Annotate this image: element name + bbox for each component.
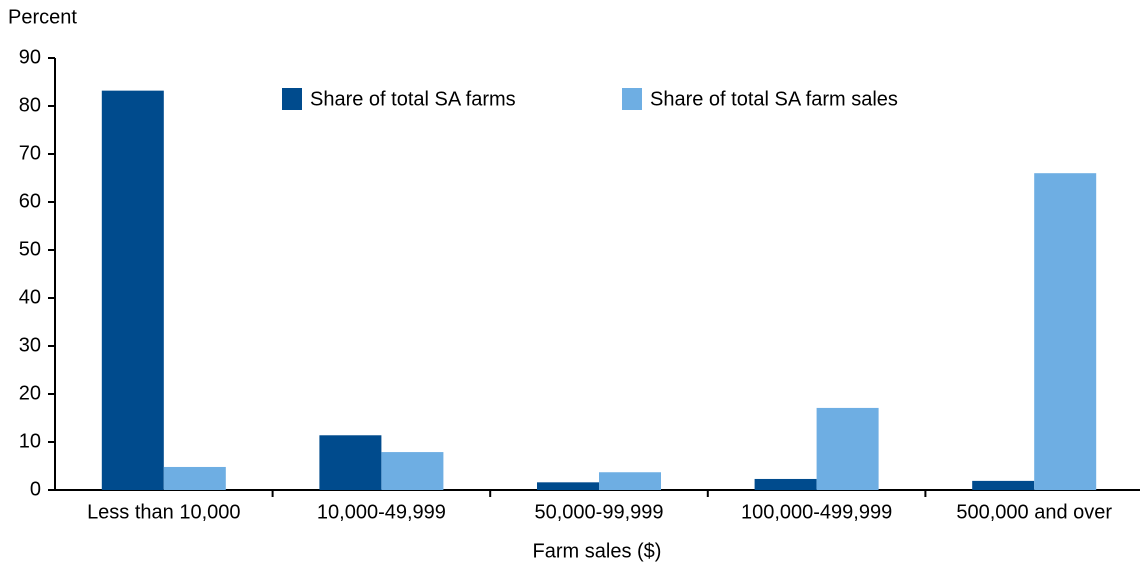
y-axis-label: Percent bbox=[8, 6, 77, 28]
x-axis-label: Farm sales ($) bbox=[533, 540, 662, 562]
bar bbox=[599, 472, 661, 490]
y-tick-label: 60 bbox=[19, 190, 41, 212]
x-tick-label: 500,000 and over bbox=[956, 501, 1112, 523]
y-tick-label: 40 bbox=[19, 286, 41, 308]
y-tick-label: 80 bbox=[19, 94, 41, 116]
x-tick-label: 10,000-49,999 bbox=[317, 501, 446, 523]
bar bbox=[319, 435, 382, 490]
bar bbox=[537, 482, 599, 490]
bar bbox=[381, 452, 444, 490]
y-tick-label: 50 bbox=[19, 238, 41, 260]
legend-label: Share of total SA farm sales bbox=[650, 88, 898, 110]
y-tick-label: 90 bbox=[19, 46, 41, 68]
bar bbox=[816, 407, 879, 490]
bar bbox=[1034, 173, 1097, 490]
legend-label: Share of total SA farms bbox=[310, 88, 516, 110]
x-tick-label: 50,000-99,999 bbox=[534, 501, 663, 523]
y-tick-label: 10 bbox=[19, 430, 41, 452]
legend-swatch bbox=[282, 88, 302, 110]
bar bbox=[163, 466, 226, 490]
legend-swatch bbox=[622, 88, 642, 110]
x-tick-label: 100,000-499,999 bbox=[741, 501, 892, 523]
y-tick-label: 70 bbox=[19, 142, 41, 164]
x-tick-label: Less than 10,000 bbox=[87, 501, 240, 523]
y-tick-label: 20 bbox=[19, 382, 41, 404]
y-tick-label: 30 bbox=[19, 334, 41, 356]
bar bbox=[754, 478, 817, 490]
bar bbox=[101, 90, 164, 490]
y-tick-label: 0 bbox=[30, 478, 41, 500]
bar bbox=[972, 480, 1035, 490]
